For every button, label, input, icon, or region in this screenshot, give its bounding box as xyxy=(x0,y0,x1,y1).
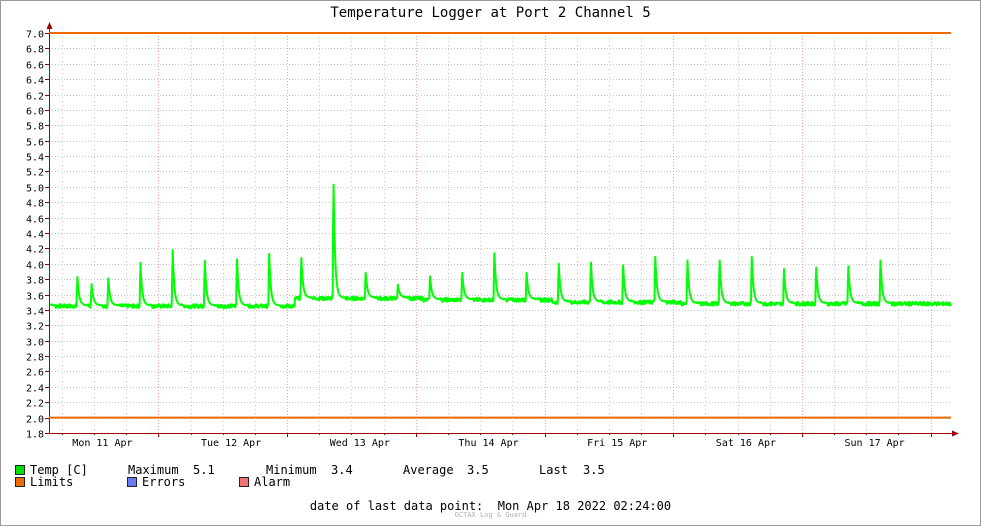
chart-title: Temperature Logger at Port 2 Channel 5 xyxy=(330,5,651,21)
x-tick-label: Fri 15 Apr xyxy=(587,438,647,449)
y-tick-label: 2.0 xyxy=(26,415,44,426)
temp-legend-label: Temp [C] xyxy=(30,463,88,477)
last-label: Last xyxy=(539,463,568,477)
y-tick-label: 5.2 xyxy=(26,168,44,179)
watermark-text: OCTAX Log & Guard xyxy=(454,511,527,519)
last-point-value: Mon Apr 18 2022 02:24:00 xyxy=(497,499,672,513)
y-tick-label: 5.8 xyxy=(26,122,44,133)
alarm-legend-swatch xyxy=(239,477,249,487)
x-axis-arrow xyxy=(952,430,959,437)
y-tick-label: 2.2 xyxy=(26,399,44,410)
y-tick-label: 5.0 xyxy=(26,184,44,195)
y-tick-label: 4.0 xyxy=(26,261,44,272)
limits-legend-swatch xyxy=(15,477,25,487)
y-tick-label: 6.6 xyxy=(26,61,44,72)
y-tick-label: 5.4 xyxy=(26,153,44,164)
errors-legend-swatch xyxy=(127,477,137,487)
y-tick-label: 3.8 xyxy=(26,276,44,287)
y-tick-label: 2.4 xyxy=(26,384,44,395)
x-tick-label: Wed 13 Apr xyxy=(330,438,390,449)
average-value: 3.5 xyxy=(467,463,489,477)
y-tick-label: 4.2 xyxy=(26,245,44,256)
last-value: 3.5 xyxy=(583,463,605,477)
minimum-value: 3.4 xyxy=(331,463,353,477)
x-tick-label: Sat 16 Apr xyxy=(716,438,776,449)
y-tick-label: 3.0 xyxy=(26,338,44,349)
maximum-value: 5.1 xyxy=(193,463,215,477)
y-tick-label: 2.6 xyxy=(26,368,44,379)
y-tick-label: 6.2 xyxy=(26,92,44,103)
y-tick-label: 1.8 xyxy=(26,430,44,441)
y-tick-label: 6.4 xyxy=(26,76,44,87)
y-tick-label: 6.8 xyxy=(26,45,44,56)
x-tick-label: Thu 14 Apr xyxy=(458,438,518,449)
x-tick-label: Sun 17 Apr xyxy=(845,438,905,449)
y-tick-label: 6.0 xyxy=(26,107,44,118)
y-tick-label: 3.6 xyxy=(26,292,44,303)
last-point-label: date of last data point: xyxy=(309,499,484,513)
y-axis-arrow xyxy=(46,22,53,29)
errors-legend-label: Errors xyxy=(142,475,186,489)
last-data-point: date of last data point: Mon Apr 18 2022… xyxy=(0,499,981,513)
y-tick-label: 3.2 xyxy=(26,322,44,333)
y-tick-label: 7.0 xyxy=(26,30,44,41)
minimum-label: Minimum xyxy=(266,463,317,477)
y-tick-label: 4.6 xyxy=(26,215,44,226)
y-tick-label: 4.4 xyxy=(26,230,44,241)
maximum-label: Maximum xyxy=(128,463,179,477)
average-label: Average xyxy=(403,463,454,477)
limits-legend-label: Limits xyxy=(30,475,74,489)
y-tick-label: 5.6 xyxy=(26,138,44,149)
y-tick-label: 2.8 xyxy=(26,353,44,364)
temp-series-line xyxy=(49,183,952,309)
y-tick-label: 4.8 xyxy=(26,199,44,210)
y-tick-label: 3.4 xyxy=(26,307,44,318)
alarm-legend-label: Alarm xyxy=(254,475,291,489)
x-tick-label: Tue 12 Apr xyxy=(201,438,261,449)
temp-legend-swatch xyxy=(15,465,25,475)
x-tick-label: Mon 11 Apr xyxy=(72,438,132,449)
